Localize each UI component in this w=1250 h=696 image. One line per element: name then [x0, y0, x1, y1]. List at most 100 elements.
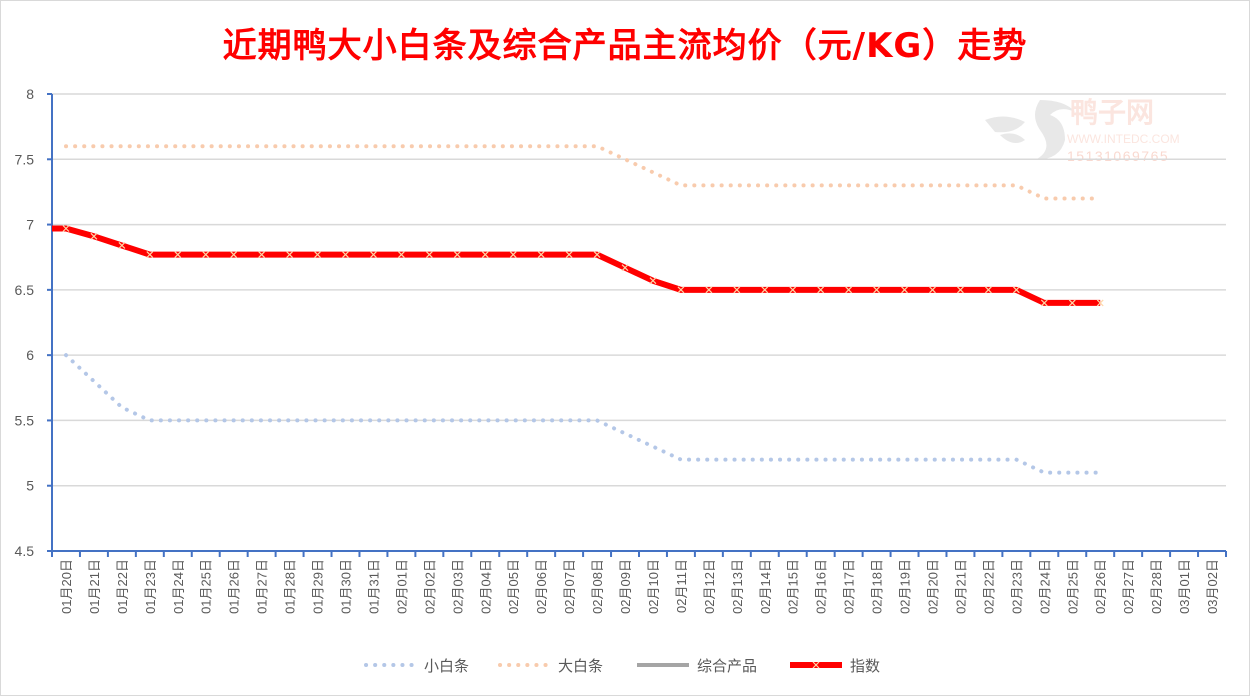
x-tick-label: 02月28日 — [1149, 559, 1164, 614]
data-point-marker — [62, 225, 70, 232]
legend-label: 指数 — [850, 658, 880, 675]
x-tick-label: 01月31日 — [366, 559, 381, 614]
data-point-marker — [202, 251, 210, 259]
data-point-marker — [649, 277, 657, 285]
svg-text:WWW.INTEDC.COM: WWW.INTEDC.COM — [1067, 132, 1180, 146]
data-point-marker — [1012, 286, 1020, 294]
data-point-marker — [342, 251, 349, 259]
x-tick-label: 02月11日 — [674, 559, 689, 613]
legend-label: 综合产品 — [697, 658, 757, 675]
x-tick-label: 02月21日 — [953, 559, 968, 614]
data-point-marker — [230, 251, 238, 259]
x-tick-label: 02月22日 — [981, 559, 996, 614]
legend-label: 小白条 — [424, 658, 469, 675]
x-tick-label: 02月16日 — [814, 559, 829, 614]
x-tick-label: 01月27日 — [255, 559, 270, 614]
data-point-marker — [397, 251, 405, 259]
data-point-marker — [677, 286, 685, 294]
data-point-marker — [621, 264, 629, 272]
legend-marker — [812, 661, 820, 669]
x-tick-label: 01月20日 — [59, 559, 74, 614]
data-point-marker — [1040, 299, 1048, 307]
x-tick-label: 02月09日 — [618, 559, 633, 614]
data-point-marker — [817, 286, 825, 294]
x-tick-label: 02月15日 — [786, 559, 801, 614]
series-line-小白条 — [63, 353, 1103, 475]
x-tick-label: 02月05日 — [506, 559, 521, 614]
data-point-marker — [481, 251, 489, 259]
x-tick-label: 01月21日 — [87, 559, 102, 614]
data-point-marker — [593, 251, 601, 259]
x-tick-label: 02月06日 — [534, 559, 549, 614]
data-point-marker — [90, 232, 98, 240]
x-tick-label: 01月24日 — [171, 559, 186, 614]
x-tick-label: 02月03日 — [450, 559, 465, 614]
data-point-marker — [845, 286, 853, 294]
y-tick-label: 5 — [26, 478, 34, 494]
x-tick-label: 02月24日 — [1037, 559, 1052, 614]
data-point-marker — [929, 286, 936, 294]
data-point-marker — [174, 251, 182, 259]
data-point-marker — [537, 251, 545, 259]
data-point-marker — [957, 286, 964, 294]
x-tick-label: 03月01日 — [1177, 559, 1192, 614]
x-tick-label: 02月27日 — [1121, 559, 1136, 614]
x-tick-label: 03月02日 — [1205, 559, 1220, 614]
data-point-marker — [425, 251, 433, 259]
data-point-marker — [453, 251, 461, 259]
legend-label: 大白条 — [558, 658, 603, 675]
x-tick-label: 02月01日 — [394, 559, 409, 614]
series-line-指数 — [52, 225, 1101, 306]
data-point-marker — [761, 286, 769, 294]
x-tick-label: 02月08日 — [590, 559, 605, 614]
x-tick-label: 02月02日 — [422, 559, 437, 614]
x-tick-label: 01月29日 — [311, 559, 326, 614]
x-tick-label: 01月22日 — [115, 559, 130, 614]
x-tick-label: 01月30日 — [339, 559, 354, 614]
data-point-marker — [314, 251, 321, 259]
x-tick-label: 02月12日 — [702, 559, 717, 614]
y-tick-label: 5.5 — [15, 412, 35, 428]
data-point-marker — [873, 286, 881, 294]
x-tick-label: 02月13日 — [730, 559, 745, 614]
data-point-marker — [509, 251, 517, 259]
data-point-marker — [1068, 299, 1076, 307]
x-tick-label: 02月10日 — [646, 559, 661, 614]
y-tick-label: 7.5 — [15, 151, 35, 167]
x-tick-label: 02月19日 — [898, 559, 913, 614]
y-tick-label: 4.5 — [15, 543, 35, 559]
x-tick-label: 01月26日 — [227, 559, 242, 614]
data-point-marker — [258, 251, 266, 259]
x-tick-label: 01月25日 — [199, 559, 214, 614]
svg-text:鸭子网: 鸭子网 — [1070, 96, 1154, 129]
y-tick-label: 6 — [26, 347, 34, 363]
data-point-marker — [565, 251, 573, 259]
x-tick-label: 02月25日 — [1065, 559, 1080, 614]
data-point-marker — [370, 251, 377, 259]
data-point-marker — [118, 242, 126, 249]
x-tick-label: 02月14日 — [758, 559, 773, 614]
watermark-logo: 鸭子网 WWW.INTEDC.COM 15131069765 — [985, 96, 1180, 164]
x-tick-label: 02月04日 — [478, 559, 493, 614]
data-point-marker — [286, 251, 294, 259]
y-tick-label: 7 — [26, 217, 34, 233]
data-point-marker — [901, 286, 908, 294]
data-point-marker — [733, 286, 741, 294]
x-tick-label: 02月20日 — [926, 559, 941, 614]
x-tick-label: 02月07日 — [562, 559, 577, 614]
x-tick-label: 02月18日 — [870, 559, 885, 614]
svg-text:15131069765: 15131069765 — [1067, 148, 1169, 164]
data-point-marker — [984, 286, 992, 294]
y-tick-label: 8 — [26, 86, 34, 102]
data-point-marker — [146, 251, 154, 259]
series-line-大白条 — [63, 144, 1103, 201]
data-point-marker — [1096, 299, 1104, 307]
data-point-marker — [789, 286, 797, 294]
y-tick-label: 6.5 — [15, 282, 35, 298]
x-tick-label: 02月23日 — [1009, 559, 1024, 614]
x-tick-label: 02月26日 — [1093, 559, 1108, 614]
x-tick-label: 01月23日 — [143, 559, 158, 614]
chart-title: 近期鸭大小白条及综合产品主流均价（元/KG）走势 — [222, 26, 1028, 66]
data-point-marker — [705, 286, 713, 294]
